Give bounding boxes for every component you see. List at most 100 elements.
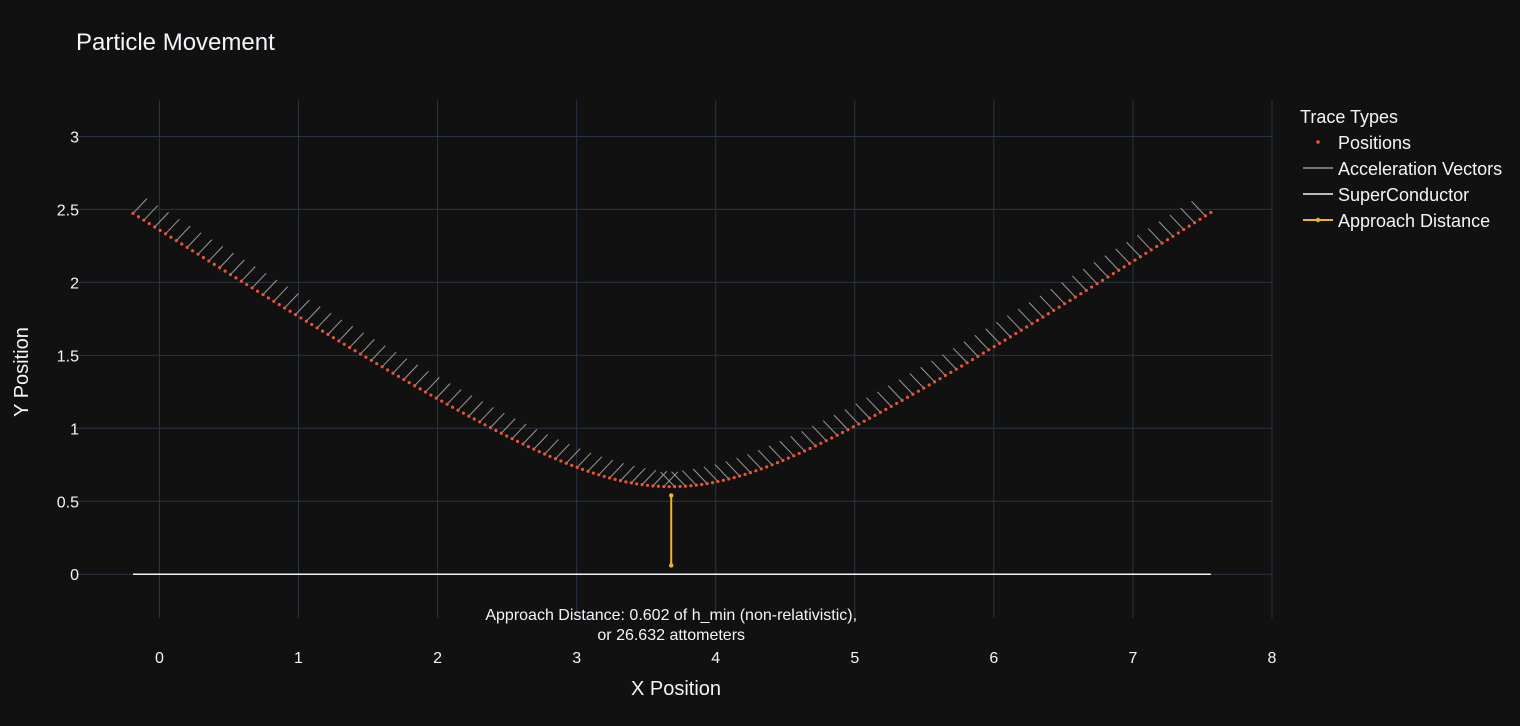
position-marker <box>456 408 460 412</box>
position-marker <box>813 444 818 448</box>
position-marker <box>965 361 969 365</box>
acceleration-vector <box>974 334 990 351</box>
position-marker <box>1095 282 1099 286</box>
acceleration-vector <box>1180 207 1195 224</box>
acceleration-vector <box>1071 275 1087 291</box>
position-marker <box>158 228 162 232</box>
position-marker <box>932 380 937 384</box>
position-marker <box>293 313 298 317</box>
position-marker <box>981 351 985 355</box>
position-marker <box>997 341 1002 345</box>
acceleration-vector <box>1136 234 1152 251</box>
legend-item[interactable]: Acceleration Vectors <box>1303 159 1502 179</box>
acceleration-vector <box>186 232 202 248</box>
position-marker <box>976 354 980 358</box>
acceleration-vector <box>154 212 169 228</box>
position-marker <box>786 456 790 460</box>
position-marker <box>450 405 455 409</box>
acceleration-vector <box>876 391 892 407</box>
position-marker <box>624 480 628 484</box>
acceleration-vector <box>609 463 624 479</box>
position-marker <box>651 484 655 488</box>
position-marker <box>526 444 530 449</box>
position-marker <box>196 252 200 256</box>
legend-item[interactable]: Positions <box>1316 133 1411 153</box>
position-marker <box>174 239 178 243</box>
position-marker <box>136 215 141 219</box>
acceleration-vector <box>143 205 159 221</box>
acceleration-vector <box>963 341 979 357</box>
acceleration-vector <box>855 403 870 419</box>
acceleration-vector <box>844 409 860 425</box>
x-axis-title: X Position <box>631 678 721 700</box>
acceleration-vector <box>305 306 321 322</box>
position-marker <box>385 368 390 372</box>
position-marker <box>1062 302 1067 306</box>
position-marker <box>505 434 509 438</box>
acceleration-vector <box>327 319 343 335</box>
acceleration-vector <box>952 347 968 364</box>
acceleration-vector <box>251 272 267 289</box>
position-marker <box>559 459 563 463</box>
legend-item[interactable]: SuperConductor <box>1303 185 1469 205</box>
position-marker <box>223 269 227 273</box>
acceleration-vector <box>490 412 505 428</box>
position-marker <box>1030 322 1034 326</box>
position-marker <box>970 357 975 362</box>
position-marker <box>1144 251 1148 255</box>
position-marker <box>201 255 206 260</box>
position-marker <box>348 345 352 350</box>
position-marker <box>732 475 736 480</box>
position-marker <box>743 472 747 476</box>
position-marker <box>748 471 753 475</box>
position-marker <box>819 441 823 445</box>
acceleration-vector <box>349 332 364 348</box>
position-marker <box>1117 268 1121 272</box>
position-marker <box>640 483 644 487</box>
position-marker <box>564 461 568 465</box>
position-marker <box>775 461 780 465</box>
position-marker <box>1003 338 1007 342</box>
position-marker <box>445 402 449 406</box>
x-tick-label: 6 <box>989 650 998 667</box>
position-marker <box>488 426 493 430</box>
position-marker <box>689 484 693 488</box>
acceleration-vector <box>273 286 289 302</box>
acceleration-vector <box>747 453 762 470</box>
position-marker <box>867 416 872 420</box>
acceleration-vector <box>660 471 675 487</box>
acceleration-vector <box>511 423 527 440</box>
position-marker <box>147 221 151 226</box>
acceleration-vector <box>641 469 657 485</box>
x-tick-label: 4 <box>711 650 720 667</box>
acceleration-vector <box>1061 282 1076 298</box>
position-marker <box>862 419 866 423</box>
legend-item[interactable]: Approach Distance <box>1303 211 1490 231</box>
position-marker <box>261 293 265 297</box>
position-marker <box>667 485 671 489</box>
position-marker <box>299 316 303 320</box>
acceleration-vector <box>565 448 581 464</box>
acceleration-vector <box>768 445 784 461</box>
position-marker <box>987 348 991 352</box>
acceleration-vector <box>757 449 773 466</box>
acceleration-vector <box>1028 302 1044 318</box>
y-tick-labels: 0 0.5 1 1.5 2 2.5 3 <box>57 129 79 584</box>
position-marker <box>694 483 698 487</box>
y-tick-label: 0.5 <box>57 494 79 511</box>
position-marker <box>608 476 612 480</box>
position-marker <box>337 339 341 343</box>
position-marker <box>423 390 428 394</box>
position-marker <box>1079 292 1083 296</box>
position-marker <box>765 465 769 469</box>
acceleration-vector <box>479 406 494 423</box>
acceleration-vector <box>500 418 516 434</box>
acceleration-vector <box>414 370 429 387</box>
position-marker <box>895 401 899 406</box>
legend[interactable]: Trace Types Positions Acceleration Vectors… <box>1300 107 1502 231</box>
position-marker <box>889 404 893 409</box>
acceleration-vector <box>1115 248 1130 264</box>
position-marker <box>255 289 260 293</box>
acceleration-vector <box>663 471 679 487</box>
position-marker <box>851 425 855 429</box>
